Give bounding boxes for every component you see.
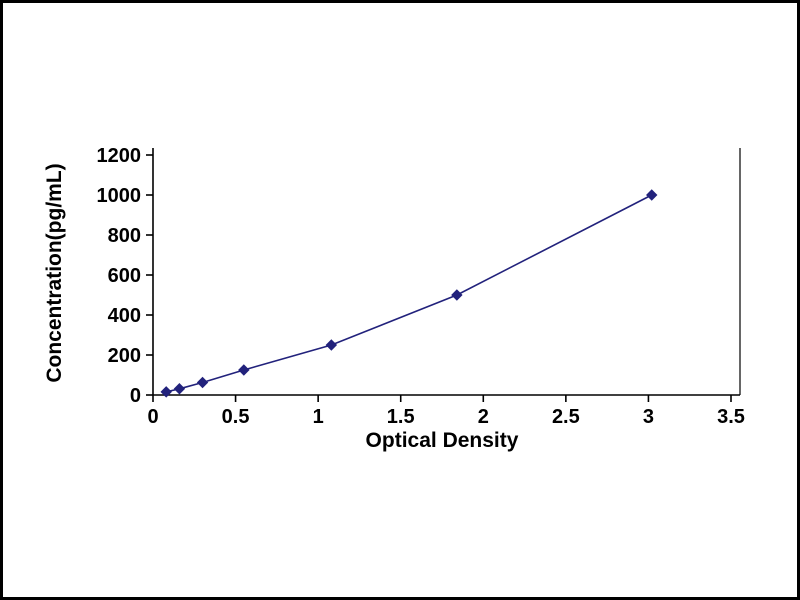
y-tick-label: 800 <box>108 225 141 247</box>
x-tick-label: 3 <box>643 406 654 428</box>
x-tick-label: 1.5 <box>387 406 415 428</box>
data-point <box>173 383 186 395</box>
y-tick-label: 400 <box>108 305 141 327</box>
x-tick-label: 2.5 <box>552 406 580 428</box>
y-tick-label: 0 <box>130 385 141 407</box>
data-point <box>238 364 250 376</box>
y-tick-label: 200 <box>108 345 141 367</box>
x-axis-title: Optical Density <box>365 429 519 452</box>
x-tick-label: 1 <box>313 406 324 428</box>
x-tick-label: 2 <box>478 406 489 428</box>
x-tick-label: 3.5 <box>717 406 745 428</box>
data-point <box>646 189 658 201</box>
data-point <box>160 386 172 398</box>
data-point <box>451 289 463 301</box>
series-line <box>166 194 653 393</box>
x-tick-label: 0.5 <box>222 406 250 428</box>
y-tick-label: 600 <box>108 265 141 287</box>
standard-curve-chart: 0 200 400 600 800 1000 1200 0 0.5 1 1.5 2 2.5 3 3.5 <box>97 145 745 428</box>
data-point <box>196 376 209 389</box>
y-tick-label: 1200 <box>97 145 142 167</box>
data-point <box>325 339 338 351</box>
y-axis-title: Concentration(pg/mL) <box>43 163 66 383</box>
x-tick-label: 0 <box>147 406 158 428</box>
y-tick-label: 1000 <box>97 185 142 207</box>
